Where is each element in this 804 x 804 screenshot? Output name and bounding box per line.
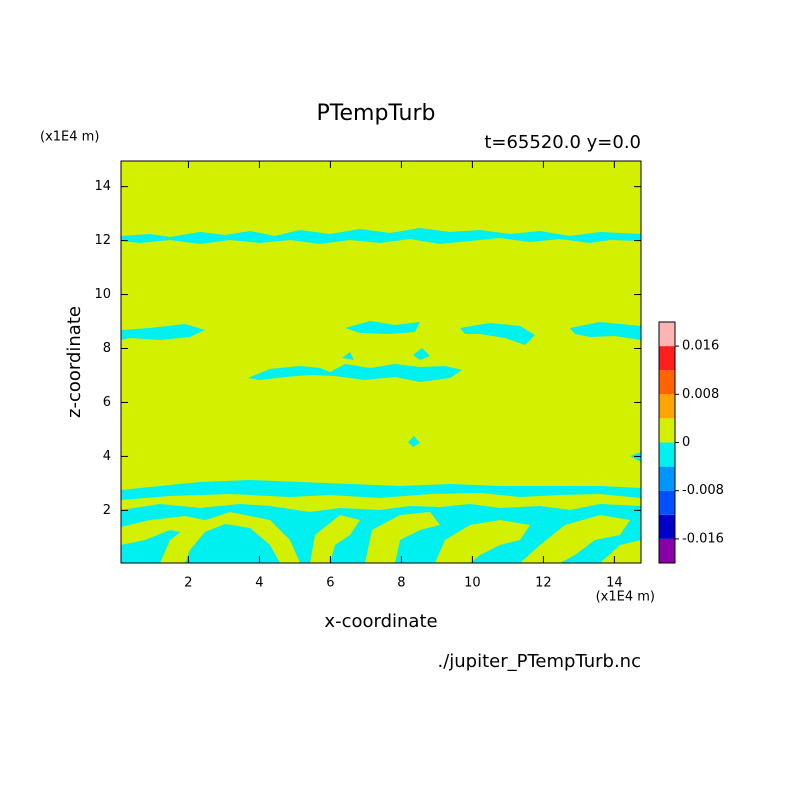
colorbar-band — [659, 322, 675, 347]
x-tick-label: 14 — [606, 576, 623, 591]
contour-region — [121, 228, 641, 244]
chart-title: PTempTurb — [317, 101, 436, 126]
colorbar-tick-label: 0.016 — [682, 339, 719, 354]
y-axis-label: z-coordinate — [64, 306, 85, 418]
contour-region — [345, 321, 420, 334]
contour-region — [570, 322, 641, 340]
colorbar-band — [659, 346, 675, 371]
contour-region — [121, 324, 205, 340]
x-tick-label: 10 — [464, 576, 481, 591]
colorbar-band — [659, 514, 675, 539]
colorbar-tick-label: 0 — [682, 435, 690, 450]
contour-region — [121, 493, 641, 512]
contour-region — [248, 364, 462, 382]
colorbar-band — [659, 466, 675, 491]
colorbar-tick-label: 0.008 — [682, 387, 719, 402]
colorbar-tick-label: -0.016 — [682, 531, 724, 546]
colorbar-band — [659, 442, 675, 467]
y-tick-label: 8 — [103, 341, 111, 356]
contour-region — [160, 512, 300, 563]
colorbar-band — [659, 418, 675, 443]
colorbar-band — [659, 538, 675, 563]
contour-region — [600, 540, 641, 563]
y-tick-label: 14 — [94, 179, 111, 194]
x-tick-label: 8 — [397, 576, 405, 591]
y-tick-label: 6 — [103, 395, 111, 410]
chart-subtitle: t=65520.0 y=0.0 — [484, 132, 641, 153]
y-unit: (x1E4 m) — [40, 130, 99, 145]
y-tick-label: 4 — [103, 449, 111, 464]
x-tick-label: 4 — [255, 576, 263, 591]
source-label: ./jupiter_PTempTurb.nc — [437, 651, 641, 672]
contour-region — [121, 516, 215, 545]
colorbar: -0.016 -0.008 0 0.008 0.016 — [658, 321, 724, 564]
contour-region — [460, 323, 535, 345]
contour-region — [520, 515, 630, 563]
contour-region — [435, 520, 530, 563]
colorbar-band — [659, 394, 675, 419]
contour-region — [310, 515, 360, 563]
x-unit: (x1E4 m) — [596, 590, 655, 605]
x-tick-label: 6 — [326, 576, 334, 591]
contour-region — [365, 512, 440, 563]
x-tick-label: 2 — [184, 576, 192, 591]
colorbar-band — [659, 370, 675, 395]
y-tick-label: 12 — [94, 233, 111, 248]
contour-field — [121, 161, 641, 563]
y-tick-label: 2 — [103, 503, 111, 518]
x-tick-label: 12 — [535, 576, 552, 591]
colorbar-tick-label: -0.008 — [682, 483, 724, 498]
y-tick-label: 10 — [94, 287, 111, 302]
plot-frame — [120, 160, 642, 564]
colorbar-band — [659, 490, 675, 515]
x-axis-label: x-coordinate — [324, 611, 437, 632]
